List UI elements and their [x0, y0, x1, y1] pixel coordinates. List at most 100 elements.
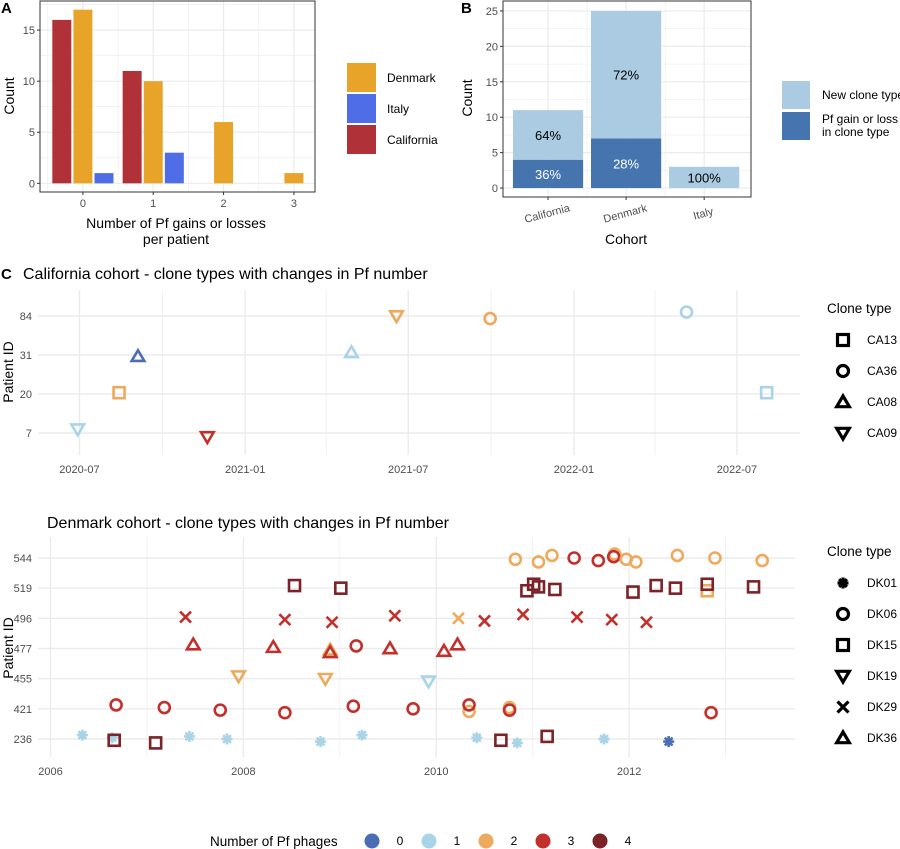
circle-mark	[835, 606, 851, 622]
b-legend-label: Pf gain or loss	[822, 112, 898, 126]
triangle-down-mark	[419, 675, 438, 690]
square-mark	[835, 332, 851, 348]
denmark-point-dk29	[452, 611, 465, 625]
pf-legend-label: 4	[625, 834, 632, 848]
a-xlabel-line2: per patient	[143, 231, 209, 247]
b-legend-label: New clone type	[822, 88, 900, 102]
x-stroke	[325, 615, 339, 629]
b-bar-new-clone-type	[512, 110, 584, 160]
denmark-point-dk06	[708, 551, 722, 565]
x-stroke	[388, 609, 402, 623]
denmark-ytick-label: 519	[14, 583, 32, 595]
a-legend-key-italy	[347, 94, 376, 123]
asterisk-stroke	[512, 738, 523, 748]
b-xlabel: Cohort	[605, 231, 647, 247]
circle-mark	[545, 548, 559, 563]
california-legend-shape-ca13	[835, 332, 851, 348]
denmark-xtick-label: 2012	[617, 766, 641, 778]
a-ytick-label: 15	[23, 25, 35, 37]
denmark-legend-label: DK19	[867, 669, 897, 683]
california-ytick-label: 31	[20, 350, 32, 362]
b-ytick-label: 20	[486, 41, 498, 53]
panel-c-california: 2020-07 2021-01 2021-07 2022-01 2022-07 7 20 31…	[20, 290, 897, 476]
california-legend-label: CA09	[867, 426, 897, 440]
a-bar-california	[122, 70, 142, 184]
denmark-point-dk01	[663, 736, 675, 748]
denmark-point-dk19	[316, 672, 334, 688]
square-mark	[548, 582, 562, 597]
denmark-point-dk06	[349, 639, 364, 653]
square-mark	[107, 733, 121, 748]
a-ytick-label: 0	[29, 178, 35, 190]
triangle-down-mark	[833, 426, 853, 443]
b-bar-new-clone-type	[591, 10, 662, 139]
x-stroke	[570, 610, 584, 624]
b-bar-percent-label: 72%	[613, 68, 639, 83]
denmark-point-dk15	[540, 729, 554, 744]
circle-mark	[708, 551, 722, 565]
denmark-point-dk01	[183, 730, 195, 742]
circle-mark	[755, 553, 770, 568]
denmark-point-dk15	[148, 736, 163, 750]
square-mark	[700, 577, 715, 592]
denmark-ytick-label: 421	[14, 704, 32, 716]
b-bar-pf-gain-loss	[512, 159, 584, 189]
denmark-ytick-label: 544	[14, 553, 32, 565]
denmark-point-dk06	[545, 548, 559, 563]
denmark-ytick-label: 236	[14, 734, 32, 746]
b-bar-percent-label: 28%	[613, 156, 639, 171]
a-bar-italy	[164, 152, 184, 184]
circle-mark	[346, 699, 361, 714]
x-stroke	[179, 610, 192, 624]
b-bar-percent-label: 100%	[688, 170, 722, 185]
a-legend-label: Denmark	[387, 71, 437, 85]
denmark-point-dk01	[471, 732, 483, 744]
x-stroke	[605, 613, 619, 627]
denmark-ytick-label: 477	[14, 644, 32, 656]
triangle-down-mark	[833, 669, 853, 686]
triangle-up-mark	[264, 638, 282, 654]
circle-mark	[213, 703, 228, 717]
california-point-ca08	[342, 343, 361, 359]
denmark-point-dk15	[107, 733, 121, 748]
california-point-ca13	[112, 385, 126, 400]
denmark-point-dk06	[704, 705, 718, 720]
denmark-point-dk06	[346, 699, 361, 714]
b-ytick-label: 5	[492, 148, 498, 160]
denmark-point-dk06	[567, 551, 581, 565]
denmark-point-dk06	[629, 555, 643, 569]
denmark-point-dk29	[605, 613, 619, 627]
square-mark	[649, 578, 663, 593]
denmark-point-dk06	[462, 704, 476, 719]
circle-mark	[483, 311, 497, 326]
pf-legend-dot-0	[364, 833, 380, 849]
denmark-point-dk29	[570, 610, 584, 624]
california-point-ca08	[129, 347, 147, 363]
denmark-point-dk01	[76, 729, 88, 741]
pf-legend-label: 2	[511, 834, 518, 848]
california-point-ca09	[198, 430, 216, 446]
b-ytick-label: 10	[486, 112, 498, 124]
denmark-point-dk06	[606, 549, 621, 564]
a-bar-denmark	[143, 81, 163, 184]
triangle-up-mark	[342, 343, 361, 359]
denmark-legend-shape-dk15	[835, 637, 851, 653]
triangle-up-mark	[833, 392, 853, 409]
denmark-ylabel: Patient ID	[0, 617, 16, 678]
denmark-point-dk06	[462, 698, 476, 712]
denmark-point-dk01	[315, 736, 327, 748]
circle-mark	[670, 548, 685, 563]
denmark-point-dk06	[670, 548, 685, 563]
denmark-legend-label: DK01	[867, 576, 897, 590]
b-legend-label: in clone type	[822, 125, 890, 139]
b-ytick-label: 25	[486, 6, 498, 18]
denmark-point-dk01	[511, 737, 523, 749]
panel-label-b: B	[461, 0, 472, 17]
x-stroke	[836, 700, 850, 714]
asterisk-stroke	[222, 734, 232, 744]
denmark-legend-shape-dk01	[837, 577, 849, 589]
circle-mark	[462, 704, 476, 719]
california-xtick-label: 2022-07	[717, 464, 757, 476]
asterisk-stroke	[357, 730, 367, 740]
